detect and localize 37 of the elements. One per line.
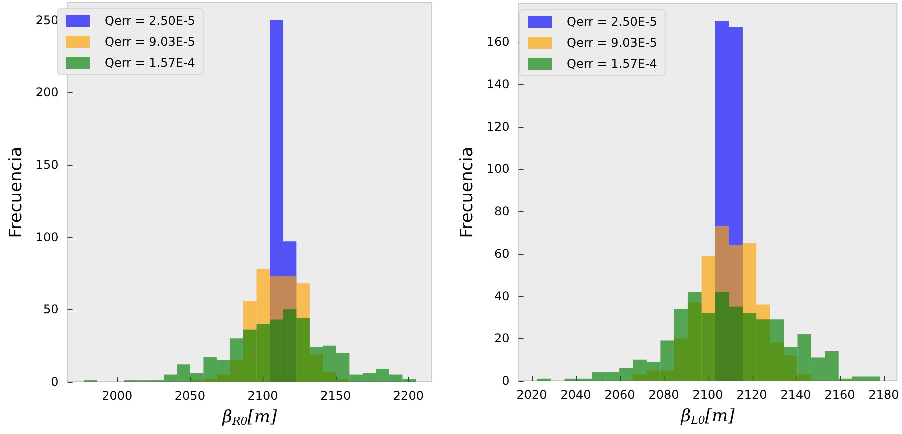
y-tick-label: 200 <box>36 86 59 100</box>
y-tick-label: 160 <box>486 35 510 50</box>
y-tick-label: 250 <box>36 13 59 28</box>
y-tick-label: 80 <box>494 204 510 219</box>
x-tick-label: 2050 <box>174 389 206 403</box>
legend-label: Qerr = 2.50E-5 <box>567 15 658 29</box>
y-tick-label: 40 <box>494 289 510 304</box>
y-axis-title: Frecuencia <box>458 146 478 238</box>
x-tick-label: 2200 <box>393 389 424 403</box>
legend-label: Qerr = 1.57E-4 <box>105 56 196 70</box>
y-tick-label: 150 <box>36 158 59 172</box>
x-tick-label: 2060 <box>604 388 636 402</box>
y-tick-label: 140 <box>486 77 510 92</box>
x-tick-label: 2160 <box>824 388 856 402</box>
y-axis-title: Frecuencia <box>6 146 26 238</box>
y-tick-label: 120 <box>486 120 510 134</box>
y-tick-label: 50 <box>44 302 59 317</box>
x-tick-label: 2040 <box>560 388 592 402</box>
y-tick-label: 100 <box>486 162 510 176</box>
x-tick-label: 2100 <box>248 389 278 403</box>
x-tick-label: 2080 <box>648 388 680 402</box>
y-tick-label: 20 <box>494 332 510 346</box>
legend-label: Qerr = 2.50E-5 <box>105 14 196 28</box>
x-tick-label: 2180 <box>868 388 900 402</box>
y-tick-label: 100 <box>36 230 59 244</box>
x-tick-label: 2100 <box>692 388 724 402</box>
legend-label: Qerr = 9.03E-5 <box>105 35 196 49</box>
x-tick-label: 2140 <box>780 388 812 402</box>
legend-label: Qerr = 1.57E-4 <box>567 57 658 71</box>
y-tick-label: 0 <box>51 375 59 389</box>
y-tick-label: 0 <box>502 374 510 388</box>
x-tick-label: 2020 <box>516 388 548 402</box>
x-tick-label: 2150 <box>320 389 352 403</box>
x-tick-label: 2120 <box>736 388 768 402</box>
x-tick-label: 2000 <box>102 389 133 403</box>
y-tick-label: 60 <box>494 246 510 261</box>
legend-label: Qerr = 9.03E-5 <box>567 36 658 50</box>
